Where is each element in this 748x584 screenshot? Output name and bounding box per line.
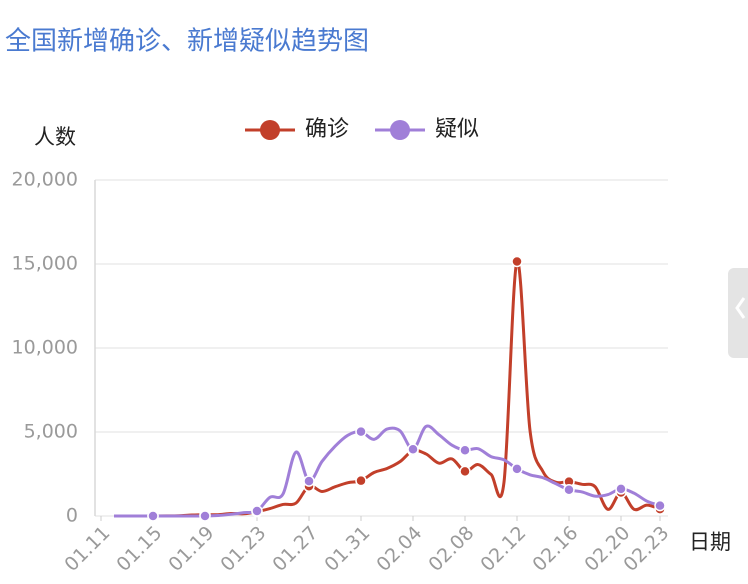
x-tick-label: 02.12: [476, 522, 530, 576]
data-point: [355, 425, 367, 438]
data-point: [615, 483, 627, 495]
data-point: [459, 444, 471, 456]
y-tick-label: 10,000: [12, 337, 78, 359]
data-point: [147, 510, 159, 522]
data-point: [355, 474, 367, 487]
legend-item[interactable]: 疑似: [375, 117, 479, 142]
y-tick-label: 15,000: [12, 253, 78, 275]
side-tab-icon: [735, 297, 746, 319]
y-tick-label: 0: [66, 505, 78, 527]
side-tab[interactable]: [728, 268, 748, 358]
x-tick-label: 02.08: [424, 522, 478, 576]
legend-label: 疑似: [435, 117, 479, 142]
x-tick-label: 01.23: [216, 522, 270, 576]
series-line: [113, 424, 661, 518]
legend-label: 确诊: [305, 117, 349, 142]
legend-marker: [260, 120, 280, 140]
legend-item[interactable]: 确诊: [245, 117, 349, 142]
y-tick-label: 20,000: [12, 169, 78, 191]
x-tick-label: 01.11: [60, 522, 114, 576]
x-tick-label: 01.15: [112, 522, 166, 576]
x-tick-label: 01.19: [164, 522, 218, 576]
chart-title: 全国新增确诊、新增疑似趋势图: [5, 27, 369, 57]
series-line: [113, 259, 661, 518]
data-point: [303, 475, 315, 487]
data-point: [511, 255, 523, 268]
x-tick-label: 02.23: [619, 522, 673, 576]
x-tick-label: 02.04: [372, 522, 426, 576]
data-point: [251, 505, 263, 517]
data-point: [511, 463, 523, 475]
data-point: [459, 465, 471, 478]
data-point: [654, 499, 666, 512]
y-axis-label: 人数: [34, 125, 76, 149]
legend-marker: [390, 120, 410, 140]
x-tick-label: 01.27: [268, 522, 322, 576]
data-point: [199, 510, 211, 522]
x-tick-label: 01.31: [320, 522, 374, 576]
y-tick-label: 5,000: [24, 421, 78, 443]
x-tick-label: 02.16: [528, 522, 582, 576]
x-axis-label: 日期: [689, 530, 731, 554]
data-point: [407, 443, 419, 456]
data-point: [563, 483, 575, 496]
